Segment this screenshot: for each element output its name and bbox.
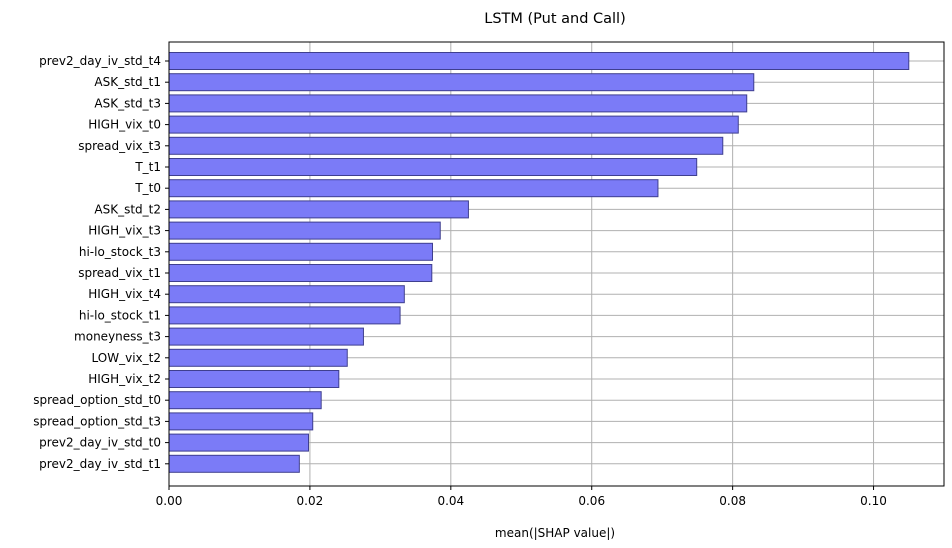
bar [168, 285, 405, 304]
plot-frame [168, 41, 945, 487]
bar [168, 242, 433, 261]
y-tick-label: LOW_vix_t2 [92, 351, 161, 365]
x-tick-label: 0.00 [156, 494, 183, 508]
y-tick-label: spread_vix_t3 [78, 139, 161, 153]
bar [168, 306, 401, 325]
bar [168, 115, 739, 134]
y-tick-label: ASK_std_t2 [94, 202, 161, 216]
y-tick-label: hi-lo_stock_t1 [79, 308, 161, 322]
bar [168, 264, 433, 282]
y-tick-label: HIGH_vix_t4 [88, 287, 161, 301]
x-tick-label: 0.04 [437, 494, 464, 508]
bar [168, 433, 309, 452]
y-tick-label: hi-lo_stock_t3 [79, 245, 161, 259]
y-tick-label: HIGH_vix_t2 [88, 372, 161, 386]
x-tick-label: 0.06 [578, 494, 605, 508]
bar [168, 200, 469, 219]
x-axis-ticks: 0.00 0.02 0.04 0.06 0.08 0.10 [156, 486, 887, 508]
y-tick-label: HIGH_vix_t3 [88, 224, 161, 238]
x-axis-label: mean(|SHAP value|) [495, 526, 615, 540]
bar [168, 94, 748, 113]
bar [168, 221, 441, 240]
y-axis-ticks: prev2_day_iv_std_t4 ASK_std_t1 ASK_std_t3 H… [33, 54, 169, 471]
x-tick-label: 0.10 [860, 494, 887, 508]
bar [168, 52, 910, 70]
y-tick-label: spread_vix_t1 [78, 266, 161, 280]
y-tick-label: prev2_day_iv_std_t4 [39, 54, 161, 68]
y-tick-label: spread_option_std_t3 [33, 414, 161, 428]
y-tick-label: T_t1 [134, 160, 161, 174]
bar [168, 370, 340, 388]
y-tick-label: spread_option_std_t0 [33, 393, 161, 407]
y-tick-label: prev2_day_iv_std_t1 [39, 457, 161, 471]
bar [168, 179, 659, 198]
bars [168, 52, 910, 473]
y-tick-label: ASK_std_t3 [94, 96, 161, 110]
bar [168, 73, 755, 92]
y-tick-label: ASK_std_t1 [94, 75, 161, 89]
bar [168, 136, 724, 155]
bar [168, 158, 698, 176]
y-tick-label: HIGH_vix_t0 [88, 118, 161, 132]
y-tick-label: moneyness_t3 [74, 330, 161, 344]
bar [168, 454, 300, 473]
x-tick-label: 0.08 [719, 494, 746, 508]
bar [168, 348, 348, 367]
bar [168, 327, 364, 346]
y-tick-label: T_t0 [134, 181, 161, 195]
bar [168, 412, 314, 431]
x-tick-label: 0.02 [297, 494, 324, 508]
bar [168, 391, 322, 410]
y-tick-label: prev2_day_iv_std_t0 [39, 436, 161, 450]
chart-title: LSTM (Put and Call) [484, 11, 626, 27]
